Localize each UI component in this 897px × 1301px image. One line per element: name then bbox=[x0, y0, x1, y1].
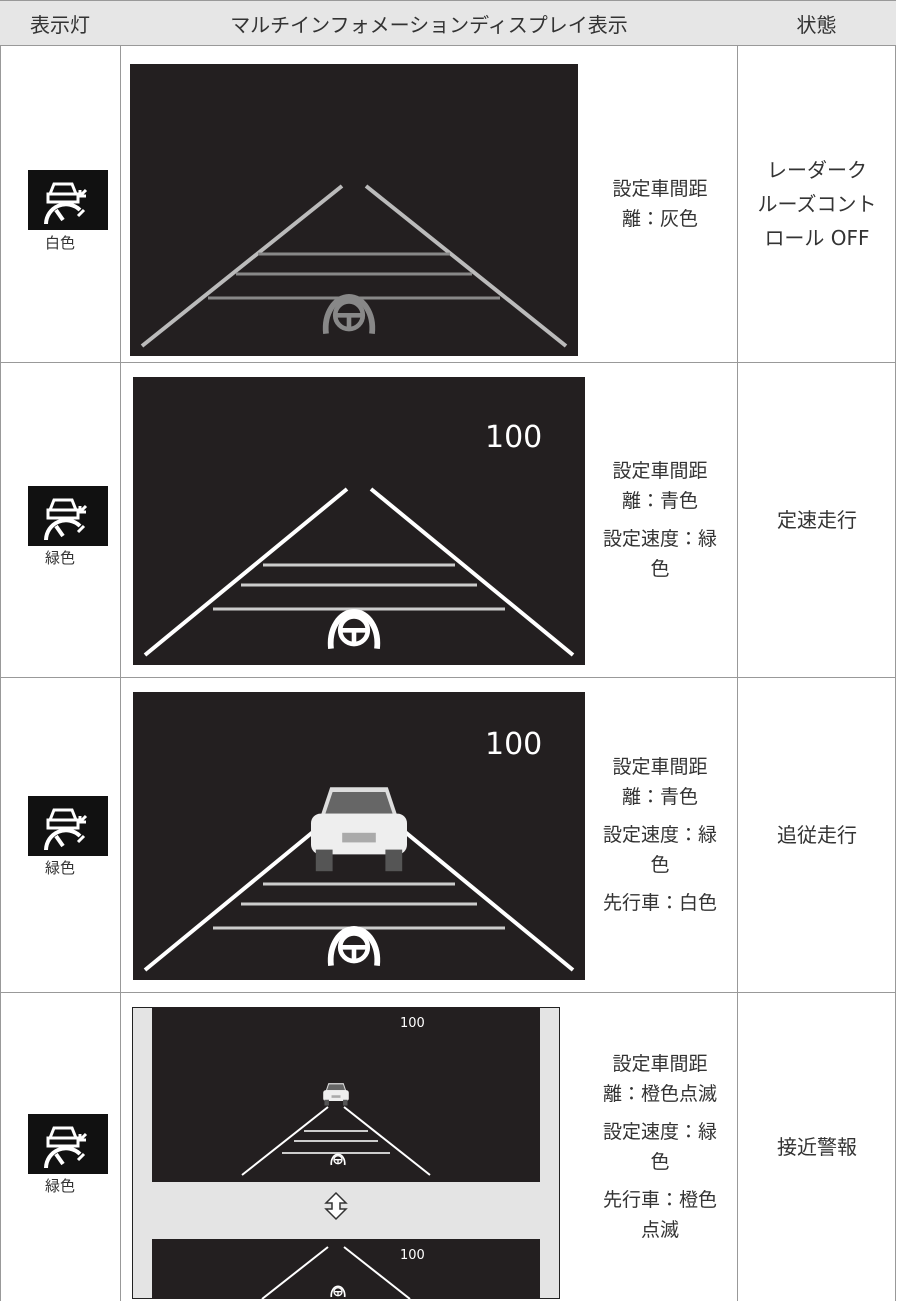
description: 設定車間距離：青色 設定速度：緑色 bbox=[583, 362, 737, 677]
text: 設定速度：緑 bbox=[602, 823, 717, 846]
description: 設定車間距離：灰色 bbox=[583, 46, 737, 362]
text: 色 bbox=[650, 557, 670, 580]
state: 定速走行 bbox=[738, 362, 896, 677]
text: 設定車間距 bbox=[612, 178, 708, 200]
indicator-label: 白色 bbox=[44, 234, 75, 252]
indicator-label: 緑色 bbox=[44, 859, 75, 877]
border bbox=[737, 0, 738, 1301]
state: レーダーク ルーズコント ロール OFF bbox=[738, 46, 896, 362]
text: 離：青色 bbox=[621, 489, 698, 512]
speed: 100 bbox=[400, 1248, 425, 1263]
speed: 100 bbox=[485, 727, 542, 762]
display-image: 100 bbox=[133, 692, 585, 980]
border bbox=[120, 0, 121, 1301]
text: 設定車間距 bbox=[612, 1052, 708, 1075]
header-cell: 表示灯 bbox=[0, 0, 120, 46]
text: 離：橙色点滅 bbox=[602, 1082, 717, 1105]
description: 設定車間距離：青色 設定速度：緑色 先行車：白色 bbox=[583, 677, 737, 992]
display-image: 100 bbox=[133, 377, 585, 665]
text: 設定速度：緑 bbox=[602, 527, 717, 550]
border bbox=[0, 362, 896, 363]
text: 定速走行 bbox=[777, 507, 857, 532]
speed: 100 bbox=[485, 420, 542, 455]
text: 設定車間距 bbox=[612, 459, 708, 482]
border bbox=[895, 0, 896, 1301]
text: ロール OFF bbox=[764, 226, 870, 250]
text: 追従走行 bbox=[777, 822, 857, 847]
text: 先行車：白色 bbox=[602, 891, 717, 914]
display-image: 100 100 bbox=[132, 1007, 560, 1299]
state: 接近警報 bbox=[738, 992, 896, 1301]
indicator-icon bbox=[28, 170, 108, 230]
indicator-icon bbox=[28, 1114, 108, 1174]
indicator-icon bbox=[28, 486, 108, 546]
border bbox=[0, 0, 1, 1301]
text: 離：青色 bbox=[621, 785, 698, 808]
text: 先行車：橙色 bbox=[602, 1188, 717, 1211]
text: レーダーク bbox=[767, 158, 867, 182]
text: 設定速度：緑 bbox=[602, 1120, 717, 1143]
indicator-label: 緑色 bbox=[44, 549, 75, 567]
description: 設定車間距離：橙色点滅 設定速度：緑色 先行車：橙色 点滅 bbox=[583, 992, 737, 1301]
text: 接近警報 bbox=[777, 1134, 857, 1159]
display-image bbox=[130, 64, 578, 356]
state: 追従走行 bbox=[738, 677, 896, 992]
header-cell: 状態 bbox=[738, 0, 895, 46]
text: 離：灰色 bbox=[621, 208, 698, 230]
speed: 100 bbox=[400, 1016, 425, 1031]
header-cell: マルチインフォメーションディスプレイ表示 bbox=[121, 0, 737, 46]
border bbox=[0, 677, 896, 678]
border bbox=[0, 992, 896, 993]
text: 点滅 bbox=[640, 1218, 679, 1241]
text: ルーズコント bbox=[757, 192, 877, 216]
indicator-icon bbox=[28, 796, 108, 856]
text: 色 bbox=[650, 853, 670, 876]
indicator-label: 緑色 bbox=[44, 1177, 75, 1195]
text: 設定車間距 bbox=[612, 755, 708, 778]
text: 色 bbox=[650, 1150, 670, 1173]
